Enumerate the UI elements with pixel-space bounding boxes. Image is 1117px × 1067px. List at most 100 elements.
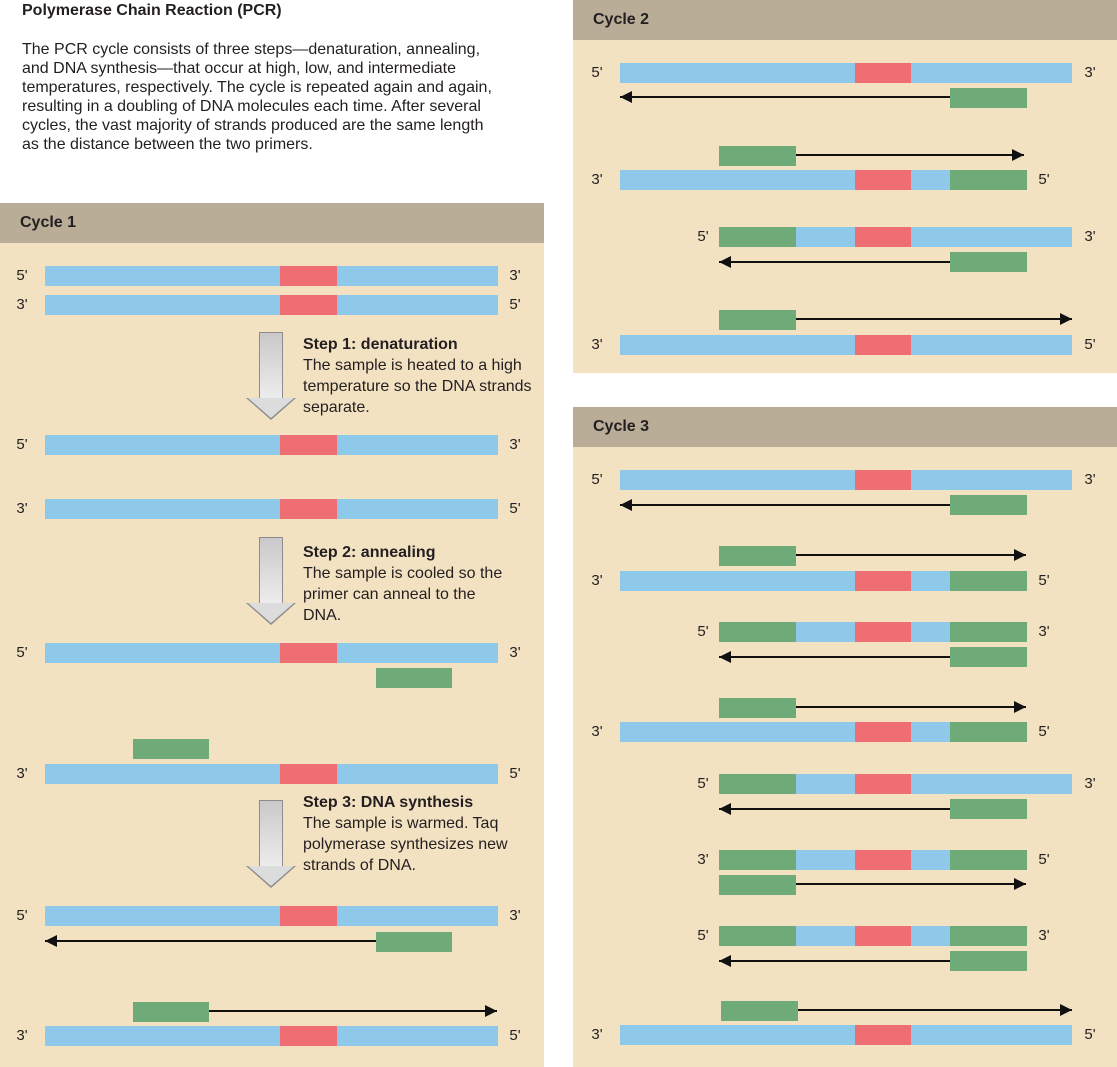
step-3-heading: Step 3: DNA synthesis — [303, 794, 474, 811]
primer — [950, 647, 1027, 667]
dna-strand-segment — [911, 170, 950, 190]
dna-strand-segment — [45, 1026, 280, 1046]
dna-strand-segment — [45, 295, 280, 315]
target-region — [855, 1025, 911, 1045]
step-1-arrow-icon — [246, 332, 296, 420]
primer — [950, 951, 1027, 971]
synthesis-arrow-line — [45, 940, 376, 942]
five-prime-label: 5' — [509, 500, 521, 517]
dna-strand-segment — [620, 1025, 855, 1045]
arrow-left-icon — [719, 803, 731, 815]
five-prime-label: 5' — [16, 267, 28, 284]
primer-segment — [950, 722, 1027, 742]
target-region — [855, 335, 911, 355]
synthesis-arrow-line — [796, 318, 1072, 320]
primer — [950, 88, 1027, 108]
target-region — [855, 722, 911, 742]
five-prime-label: 5' — [697, 623, 709, 640]
synthesis-arrow-line — [798, 1009, 1072, 1011]
three-prime-label: 3' — [1038, 927, 1050, 944]
cycle-3-label: Cycle 3 — [593, 418, 650, 435]
dna-strand-segment — [911, 63, 1072, 83]
target-region — [280, 435, 337, 455]
target-region — [855, 470, 911, 490]
target-region — [280, 906, 337, 926]
synthesis-arrow-line — [796, 554, 1026, 556]
primer — [719, 546, 796, 566]
five-prime-label: 5' — [509, 765, 521, 782]
primer — [376, 668, 452, 688]
primer-segment — [950, 926, 1027, 946]
three-prime-label: 3' — [591, 171, 603, 188]
five-prime-label: 5' — [591, 471, 603, 488]
three-prime-label: 3' — [509, 644, 521, 661]
dna-strand-segment — [45, 764, 280, 784]
three-prime-label: 3' — [1084, 775, 1096, 792]
five-prime-label: 5' — [16, 644, 28, 661]
arrow-left-icon — [620, 499, 632, 511]
dna-strand-segment — [911, 571, 950, 591]
three-prime-label: 3' — [509, 267, 521, 284]
step-2-text: The sample is cooled so the primer can a… — [303, 565, 503, 624]
cycle-2-panel: Cycle 2 5' 3' 3' 5' 5' 3' 3' 5' — [573, 0, 1117, 373]
three-prime-label: 3' — [1084, 228, 1096, 245]
five-prime-label: 5' — [16, 436, 28, 453]
dna-strand-segment — [337, 266, 498, 286]
primer-segment — [950, 622, 1027, 642]
dna-strand-segment — [911, 622, 950, 642]
five-prime-label: 5' — [1038, 851, 1050, 868]
five-prime-label: 5' — [1038, 723, 1050, 740]
arrow-left-icon — [45, 935, 57, 947]
synthesis-arrow-line — [620, 96, 950, 98]
dna-strand-segment — [337, 906, 498, 926]
three-prime-label: 3' — [1084, 64, 1096, 81]
synthesis-arrow-line — [719, 808, 950, 810]
primer — [719, 875, 796, 895]
target-region — [280, 266, 337, 286]
five-prime-label: 5' — [1038, 572, 1050, 589]
step-2-arrow-icon — [246, 537, 296, 625]
dna-strand-segment — [337, 1026, 498, 1046]
synthesis-arrow-line — [209, 1010, 497, 1012]
target-region — [855, 63, 911, 83]
dna-strand-segment — [620, 170, 855, 190]
dna-strand-segment — [337, 295, 498, 315]
three-prime-label: 3' — [591, 336, 603, 353]
arrow-left-icon — [620, 91, 632, 103]
dna-strand-segment — [796, 227, 855, 247]
primer — [950, 799, 1027, 819]
cycle-1-panel: Cycle 1 Step 1: denaturation The sample … — [0, 203, 544, 1067]
three-prime-label: 3' — [509, 436, 521, 453]
cycle-1-header: Cycle 1 — [0, 203, 544, 243]
dna-strand-segment — [796, 850, 855, 870]
target-region — [855, 774, 911, 794]
arrow-right-icon — [1014, 701, 1026, 713]
dna-strand-segment — [337, 764, 498, 784]
intro-paragraph: The PCR cycle consists of three steps—de… — [22, 41, 492, 153]
step-1-text: The sample is heated to a high temperatu… — [303, 357, 532, 416]
dna-strand-segment — [796, 622, 855, 642]
five-prime-label: 5' — [697, 927, 709, 944]
step-1-heading: Step 1: denaturation — [303, 336, 458, 353]
synthesis-arrow-line — [796, 706, 1026, 708]
cycle-3-header: Cycle 3 — [573, 407, 1117, 447]
five-prime-label: 5' — [509, 1027, 521, 1044]
three-prime-label: 3' — [1038, 623, 1050, 640]
synthesis-arrow-line — [620, 504, 950, 506]
five-prime-label: 5' — [1038, 171, 1050, 188]
dna-strand-segment — [911, 774, 1072, 794]
dna-strand-segment — [911, 470, 1072, 490]
five-prime-label: 5' — [697, 228, 709, 245]
dna-strand-segment — [620, 470, 855, 490]
five-prime-label: 5' — [1084, 1026, 1096, 1043]
primer — [719, 146, 796, 166]
arrow-right-icon — [1014, 549, 1026, 561]
step-3-description: Step 3: DNA synthesis The sample is warm… — [303, 792, 518, 876]
step-2-heading: Step 2: annealing — [303, 544, 436, 561]
dna-strand-segment — [911, 926, 950, 946]
target-region — [280, 295, 337, 315]
primer — [721, 1001, 798, 1021]
page-title: Polymerase Chain Reaction (PCR) — [22, 2, 282, 19]
dna-strand-segment — [911, 1025, 1072, 1045]
cycle-2-label: Cycle 2 — [593, 11, 650, 28]
